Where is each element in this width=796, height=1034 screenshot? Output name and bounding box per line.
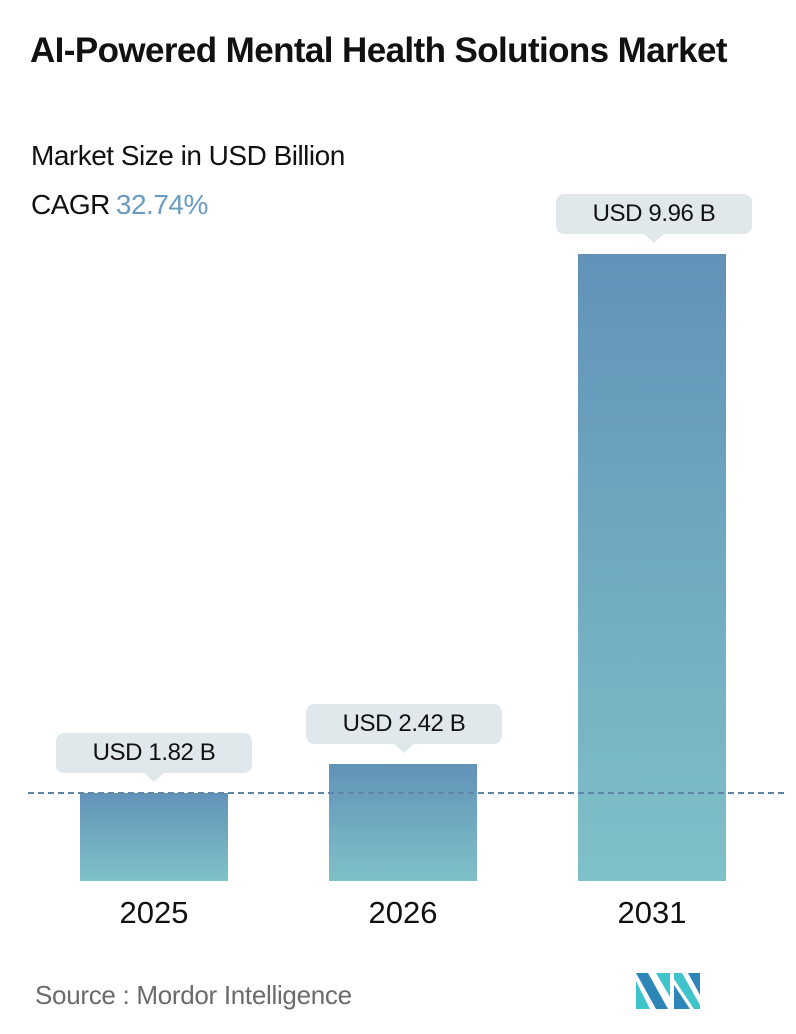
cagr-value: 32.74%: [115, 189, 208, 220]
data-label-2026: USD 2.42 B: [306, 704, 502, 753]
mordor-intelligence-logo-icon: [636, 973, 700, 1009]
reference-dashed-line: [28, 792, 784, 794]
cagr-label: CAGR: [31, 189, 110, 220]
x-tick-2026: 2026: [368, 895, 438, 930]
cagr-line: CAGR 32.74%: [31, 189, 208, 221]
bar-2025: [80, 793, 228, 881]
source-note: Source : Mordor Intelligence: [35, 980, 352, 1010]
x-tick-2031: 2031: [617, 895, 687, 930]
chart-title: AI-Powered Mental Health Solutions Marke…: [30, 31, 728, 70]
data-label-2025: USD 1.82 B: [56, 733, 252, 782]
x-tick-2025: 2025: [119, 895, 189, 930]
bar-2031: [578, 254, 726, 881]
data-label-2031: USD 9.96 B: [556, 194, 752, 243]
chart-subtitle: Market Size in USD Billion: [31, 140, 345, 171]
bar-chart: USD 1.82 B 2025 USD 2.42 B 2026 USD 9.96…: [28, 194, 784, 930]
bar-2026: [329, 764, 477, 881]
